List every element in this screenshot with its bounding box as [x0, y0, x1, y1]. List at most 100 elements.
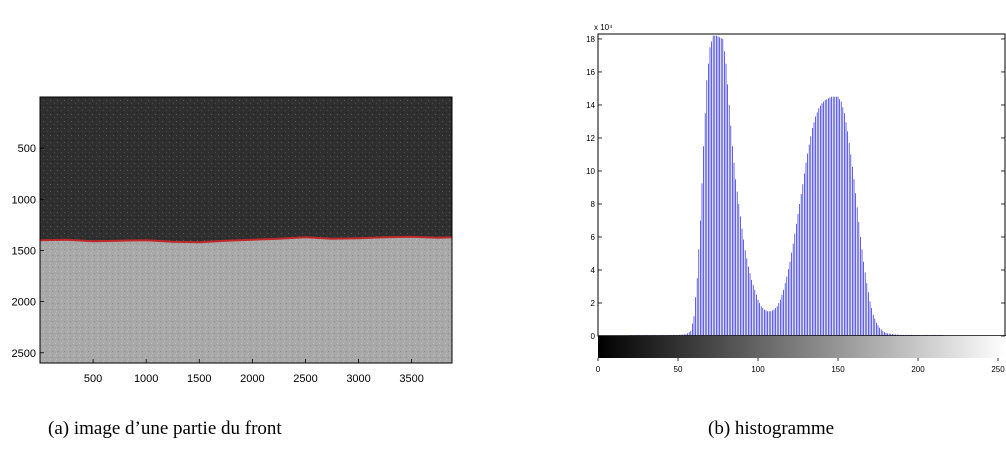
histogram-bar [805, 162, 807, 336]
histogram-bar [836, 96, 837, 337]
histogram-bar [751, 279, 752, 336]
y-tick-label: 500 [18, 143, 36, 155]
histogram-bar [736, 191, 738, 336]
histogram-bar [740, 216, 741, 336]
histogram-bar [872, 314, 874, 336]
histogram-bar [866, 283, 868, 336]
histogram-bar [885, 333, 887, 336]
histogram-bar [773, 309, 775, 336]
front-line [39, 235, 453, 244]
caption-a: (a) image d’une partie du front [48, 418, 282, 439]
histogram-bar [717, 36, 719, 336]
histogram-bar [746, 258, 748, 336]
y-tick-label: 2000 [12, 297, 36, 309]
x-tick-label: 50 [674, 365, 683, 374]
histogram-bar [812, 128, 813, 336]
histogram-bar [730, 125, 732, 336]
histogram-bar [813, 122, 815, 336]
histogram-bar [892, 334, 893, 336]
histogram-bar [864, 272, 866, 336]
histogram-x-axis: 0 50 100 150 200 250 [596, 358, 1005, 374]
x-tick-label: 100 [751, 365, 765, 374]
histogram-bar [829, 97, 831, 336]
image-x-axis: 500 1000 1500 2000 2500 3000 3500 [84, 359, 424, 385]
histogram-bar [868, 292, 869, 336]
histogram-bar [893, 334, 895, 336]
histogram-bar [760, 306, 762, 336]
histogram-bar [832, 96, 834, 337]
x-tick-label: 3500 [399, 373, 423, 385]
histogram-bar [693, 316, 695, 336]
grayscale-colorbar [598, 336, 1006, 358]
histogram-bar [802, 184, 804, 336]
histogram-bar [808, 144, 810, 336]
histogram-bar [784, 283, 786, 336]
histogram-bar [778, 302, 780, 336]
histogram-bar [767, 311, 768, 336]
histogram-bar [757, 299, 759, 336]
x-tick-label: 1500 [187, 373, 211, 385]
histogram-bar [688, 332, 690, 336]
x-tick-label: 1000 [134, 373, 158, 385]
histogram-bar [772, 310, 773, 336]
histogram-bar [874, 318, 876, 336]
panel-image: 500 1000 1500 2000 2500 3000 3500 500 1000 1500 2… [12, 96, 453, 385]
histogram-bar [714, 35, 716, 337]
histogram-bar [719, 37, 720, 337]
histogram-bar [701, 183, 703, 336]
histogram-bars [629, 35, 943, 337]
histogram-bar [770, 311, 772, 336]
histogram-bar [882, 331, 884, 336]
histogram-bar [876, 322, 877, 336]
histogram-bar [810, 136, 812, 336]
histogram-bar [754, 289, 756, 336]
histogram-bar [733, 162, 735, 336]
histogram-bar [749, 273, 751, 336]
histogram-bar [796, 223, 797, 336]
histogram-bar [821, 103, 823, 336]
histogram-bar [853, 179, 855, 336]
histogram-bar [884, 332, 885, 336]
histogram-bar [788, 269, 789, 336]
x-tick-label: 500 [84, 373, 102, 385]
histogram-bar [855, 193, 856, 336]
y-tick-label: 0 [591, 332, 596, 341]
y-tick-label: 14 [586, 101, 595, 110]
histogram-bar [847, 131, 848, 336]
histogram-bar [834, 96, 836, 337]
histogram-bar [871, 307, 872, 336]
image-frame [39, 96, 453, 364]
y-tick-label: 6 [591, 233, 596, 242]
histogram-bar [775, 307, 776, 336]
y-tick-label: 18 [586, 35, 595, 44]
histogram-bar [815, 116, 816, 336]
histogram-bar [692, 323, 693, 336]
histogram-bar [708, 63, 709, 336]
histogram-bar [816, 112, 818, 336]
histogram-bar [684, 334, 685, 336]
histogram-bar [711, 41, 712, 337]
histogram-bar [895, 334, 896, 336]
histogram-bar [685, 334, 687, 336]
histogram-bar [799, 203, 800, 336]
histogram-bar [738, 203, 740, 336]
histogram-bar [759, 302, 760, 336]
histogram-bar [861, 249, 863, 336]
histogram-bar [724, 51, 725, 336]
histogram-bar [748, 266, 749, 336]
histogram-bar [852, 166, 853, 336]
histogram-bar [781, 294, 783, 336]
histogram-bar [716, 35, 717, 337]
histogram-bar [700, 220, 701, 336]
histogram-bar [722, 38, 724, 336]
y-tick-label: 2500 [12, 348, 36, 360]
x-tick-label: 3000 [346, 373, 370, 385]
histogram-bar [687, 333, 688, 336]
y-tick-label: 4 [591, 266, 596, 275]
histogram-bar [888, 333, 890, 336]
histogram-bar [820, 105, 821, 336]
histogram-bar [695, 297, 696, 336]
histogram-bar [741, 228, 743, 336]
histogram-bar [823, 101, 824, 336]
